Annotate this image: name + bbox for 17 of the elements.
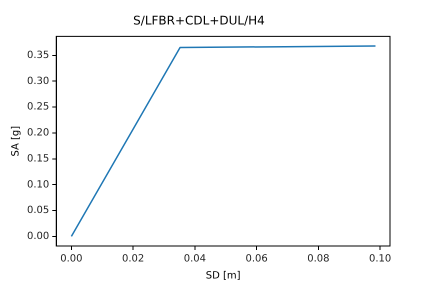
x-tick-label: 0.00 <box>60 254 83 265</box>
x-tick-label: 0.10 <box>368 254 392 265</box>
y-tick-label: 0.35 <box>27 50 50 61</box>
x-tick-label: 0.06 <box>245 254 268 265</box>
x-tick-label: 0.08 <box>307 254 330 265</box>
y-tick-label: 0.10 <box>27 179 50 190</box>
x-tick-label: 0.02 <box>122 254 144 265</box>
x-tick-label: 0.04 <box>184 254 206 265</box>
y-tick-label: 0.15 <box>27 153 50 164</box>
y-axis-title: SA [g] <box>10 126 22 157</box>
y-tick-label: 0.00 <box>27 231 50 242</box>
y-tick-label: 0.30 <box>27 76 50 87</box>
chart-title: S/LFBR+CDL+DUL/H4 <box>133 13 265 28</box>
y-tick-label: 0.05 <box>27 205 50 216</box>
x-axis-title: SD [m] <box>206 270 241 282</box>
y-tick-label: 0.25 <box>27 102 50 113</box>
y-tick-label: 0.20 <box>27 128 50 139</box>
